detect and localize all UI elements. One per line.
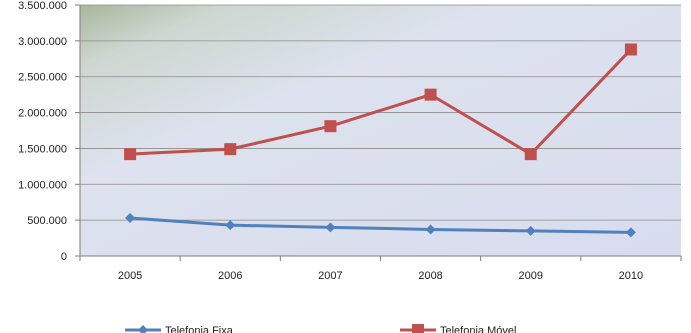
x-tick-label: 2010 [619, 270, 643, 282]
data-point [524, 148, 537, 161]
legend-marker [138, 325, 148, 333]
data-point [324, 120, 337, 133]
legend-label: Telefonia Móvel [440, 325, 516, 333]
y-tick-label: 1.500.000 [18, 143, 67, 155]
x-tick-label: 2008 [418, 270, 442, 282]
x-axis: 2005 2006 2007 2008 2009 2010 [79, 255, 682, 282]
data-point [424, 88, 437, 101]
legend-label: Telefonia Fixa [165, 325, 234, 333]
data-point [624, 43, 637, 56]
x-tick-label: 2006 [218, 270, 242, 282]
legend-item: Telefonia Fixa [125, 325, 234, 333]
series-telefonia-movel [124, 43, 637, 161]
x-tick-label: 2005 [118, 270, 142, 282]
grid-lines [80, 4, 681, 221]
y-tick-label: 1.000.000 [18, 179, 67, 191]
series-line [130, 48, 633, 156]
y-tick-label: 500.000 [27, 215, 67, 227]
data-point [225, 220, 236, 231]
legend-marker [412, 324, 424, 333]
series-line [129, 216, 631, 234]
data-point [224, 143, 237, 156]
data-point [525, 225, 536, 236]
y-tick-label: 0 [61, 251, 67, 263]
y-tick-label: 3.000.000 [18, 36, 67, 48]
data-point [325, 222, 336, 233]
data-point [625, 227, 636, 238]
series-layer [124, 43, 637, 238]
x-tick-label: 2009 [519, 270, 543, 282]
legend: Telefonia Fixa Telefonia Móvel [125, 324, 516, 333]
data-point [124, 148, 137, 161]
series-telefonia-fixa [125, 212, 636, 238]
y-tick-label: 3.500.000 [18, 0, 67, 12]
data-point [425, 224, 436, 235]
y-tick-label: 2.000.000 [18, 108, 67, 120]
legend-item: Telefonia Móvel [400, 324, 516, 333]
data-point [125, 212, 136, 223]
y-tick-label: 2.500.000 [18, 72, 67, 84]
plot-area [80, 5, 681, 256]
y-axis: 0 500.000 1.000.000 1.500.000 2.000.000 2.500… [18, 0, 81, 263]
x-tick-label: 2007 [318, 270, 342, 282]
